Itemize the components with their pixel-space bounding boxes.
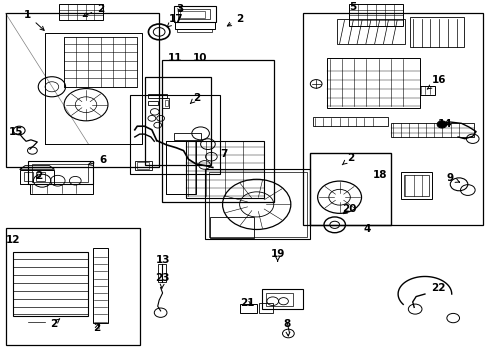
Bar	[173, 133, 200, 140]
Bar	[210, 217, 254, 238]
Bar	[327, 58, 419, 108]
Text: 19: 19	[270, 248, 285, 261]
Bar	[148, 101, 158, 105]
Bar	[310, 153, 390, 225]
Bar	[36, 172, 44, 181]
Circle shape	[436, 121, 446, 128]
Text: 15: 15	[9, 127, 23, 136]
Bar	[161, 98, 168, 108]
Bar	[177, 9, 209, 19]
Text: 2: 2	[50, 319, 60, 329]
Bar	[400, 172, 431, 199]
Bar	[266, 293, 293, 306]
Text: 13: 13	[155, 255, 169, 265]
Bar	[259, 303, 272, 314]
Bar	[93, 248, 108, 323]
Bar	[161, 60, 273, 202]
Text: 2: 2	[342, 153, 354, 165]
Text: 14: 14	[437, 120, 452, 130]
Bar	[261, 289, 303, 309]
Text: 2: 2	[83, 4, 104, 17]
Bar	[148, 94, 167, 98]
Text: 16: 16	[427, 75, 446, 89]
Bar	[177, 29, 212, 32]
Bar	[137, 162, 149, 168]
Bar	[158, 264, 165, 282]
Bar	[239, 304, 256, 313]
Text: 2: 2	[35, 171, 42, 181]
Text: 18: 18	[372, 170, 386, 180]
Text: 2: 2	[93, 323, 101, 333]
Bar	[336, 19, 405, 44]
Text: 23: 23	[155, 273, 169, 288]
Bar	[24, 172, 33, 181]
Bar	[348, 4, 402, 26]
Text: 7: 7	[220, 149, 227, 159]
Bar	[419, 86, 434, 95]
Text: 12: 12	[6, 235, 20, 245]
Bar	[166, 140, 195, 194]
Bar	[404, 175, 428, 196]
Text: 5: 5	[348, 2, 356, 12]
Bar	[312, 117, 387, 126]
Text: 9: 9	[446, 173, 459, 183]
Bar	[145, 77, 210, 165]
Text: 21: 21	[239, 298, 254, 308]
Bar	[5, 228, 140, 345]
Bar	[59, 4, 103, 21]
Bar	[27, 161, 93, 184]
Bar	[303, 13, 483, 225]
Bar	[5, 13, 159, 167]
Text: 6: 6	[88, 155, 106, 165]
Bar	[205, 169, 310, 239]
Text: 10: 10	[192, 53, 206, 63]
Text: 4: 4	[363, 225, 370, 234]
Bar	[130, 95, 220, 174]
Text: 20: 20	[342, 204, 356, 215]
Text: 2: 2	[227, 14, 243, 26]
Bar	[64, 37, 137, 87]
Bar	[390, 123, 473, 137]
Bar	[174, 6, 215, 22]
Bar	[409, 17, 463, 47]
Bar	[164, 100, 167, 106]
Text: 17: 17	[167, 14, 183, 27]
Text: 3: 3	[176, 4, 183, 14]
Bar	[166, 141, 194, 194]
Text: 1: 1	[24, 10, 44, 30]
Bar	[180, 11, 204, 18]
Bar	[185, 140, 264, 198]
Text: 11: 11	[168, 53, 182, 63]
Bar	[32, 164, 88, 182]
Bar	[13, 252, 88, 316]
Text: 8: 8	[283, 319, 290, 336]
Bar	[174, 22, 214, 30]
Text: 2: 2	[190, 93, 200, 104]
Bar	[209, 172, 306, 237]
Text: 22: 22	[430, 283, 445, 293]
Bar	[30, 184, 93, 194]
Bar	[20, 170, 54, 184]
Bar	[135, 161, 152, 170]
